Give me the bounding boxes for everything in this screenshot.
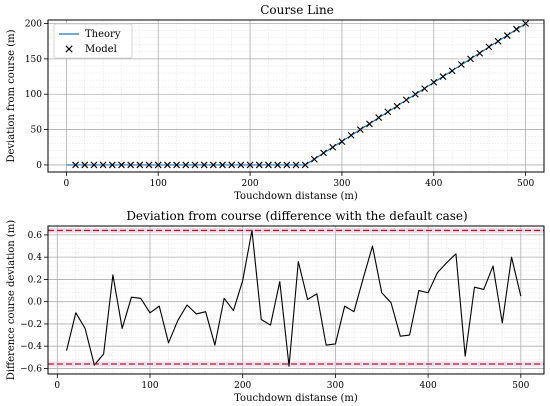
deviation-line [66,229,522,367]
chart-title: Deviation from course (difference with t… [126,209,467,223]
y-tick-label: 0 [36,161,42,171]
model-point [393,102,401,110]
model-point [191,161,199,169]
model-point [173,161,180,169]
model-point [301,161,309,169]
model-point [457,61,465,68]
legend-model-swatch [65,45,73,53]
x-tick-label: 500 [512,381,529,391]
model-point [200,161,208,169]
model-point [265,161,272,169]
model-point [494,37,502,45]
model-point [219,161,226,169]
course-line-panel: Course Line 0 100 200 300 400 500 0 50 100 150 200… [6,3,545,202]
x-tick-label: 400 [425,179,442,189]
model-point [164,161,171,169]
x-tick-label: 400 [420,381,437,391]
model-point [430,78,438,86]
model-point [209,161,217,169]
x-axis-label: Touchdown distanse (m) [234,393,358,404]
model-point [338,138,346,145]
x-axis-label: Touchdown distanse (m) [234,191,358,202]
y-axis-label: Difference course deviation (m) [6,220,17,381]
y-tick-label: −0.2 [20,320,42,330]
model-point [99,161,107,169]
axis-ticks: 0 100 200 300 400 500 −0.6 −0.4 −0.2 0.0 0.2 0.4 0.6 [20,231,530,391]
y-tick-label: 200 [25,20,42,30]
model-point [375,114,383,121]
model-point [384,108,392,116]
grid [48,225,544,374]
x-tick-label: 300 [333,179,350,189]
model-point [448,67,456,75]
model-point [228,161,236,169]
y-tick-label: −0.4 [20,342,42,352]
model-point [439,73,447,80]
y-tick-label: 0.4 [28,253,43,263]
legend: Theory Model [53,23,133,59]
legend-model-label: Model [85,44,117,55]
model-point [283,161,291,169]
model-point [108,161,116,169]
x-tick-label: 100 [150,179,167,189]
model-point [154,161,162,169]
model-marker [65,45,73,53]
model-point [81,161,89,169]
y-tick-label: 100 [25,90,42,100]
model-point [310,155,318,163]
plot-marks [66,20,530,169]
plot-frame [47,225,545,375]
y-tick-label: 150 [25,55,42,65]
model-point [274,161,282,169]
model-point [513,25,520,33]
model-point [292,161,300,169]
grid [47,20,545,173]
x-tick-label: 100 [141,381,158,391]
plot-frame [47,19,545,173]
y-tick-label: 0.6 [28,231,43,241]
y-tick-label: 0.2 [28,275,42,285]
y-tick-label: −0.6 [20,364,42,374]
x-tick-label: 500 [517,179,534,189]
model-point [136,161,144,169]
model-point [476,49,484,57]
deviation-panel: Deviation from course (difference with t… [6,209,545,404]
model-point [90,161,98,169]
x-tick-label: 0 [64,179,70,189]
model-point [182,161,190,169]
x-tick-label: 200 [241,179,258,189]
model-point [72,161,79,169]
plot-marks [48,229,544,367]
legend-theory-label: Theory [85,29,121,40]
x-tick-label: 200 [234,381,251,391]
model-point [127,161,135,169]
model-point [467,55,474,63]
axis-ticks: 0 100 200 300 400 500 0 50 100 150 200 [25,20,535,189]
y-tick-label: 0.0 [28,298,43,308]
model-point [347,131,355,139]
model-point [366,120,373,128]
y-tick-label: 50 [31,126,43,136]
legend-box [53,23,133,59]
model-point [412,90,419,98]
chart-title: Course Line [260,3,334,17]
model-point [237,161,245,169]
limit-band [48,227,544,367]
model-point [320,149,327,157]
x-tick-label: 300 [327,381,344,391]
model-point [356,126,364,133]
x-tick-label: 0 [54,381,60,391]
y-axis-label: Deviation from course (m) [6,29,17,162]
model-point [503,32,511,39]
model-point [421,85,428,92]
model-point [485,43,493,51]
model-point [255,161,263,169]
model-point [329,143,337,151]
model-point [246,161,254,169]
model-point [145,161,153,169]
model-point [402,96,410,104]
model-point [118,161,125,169]
model-point [522,20,530,27]
